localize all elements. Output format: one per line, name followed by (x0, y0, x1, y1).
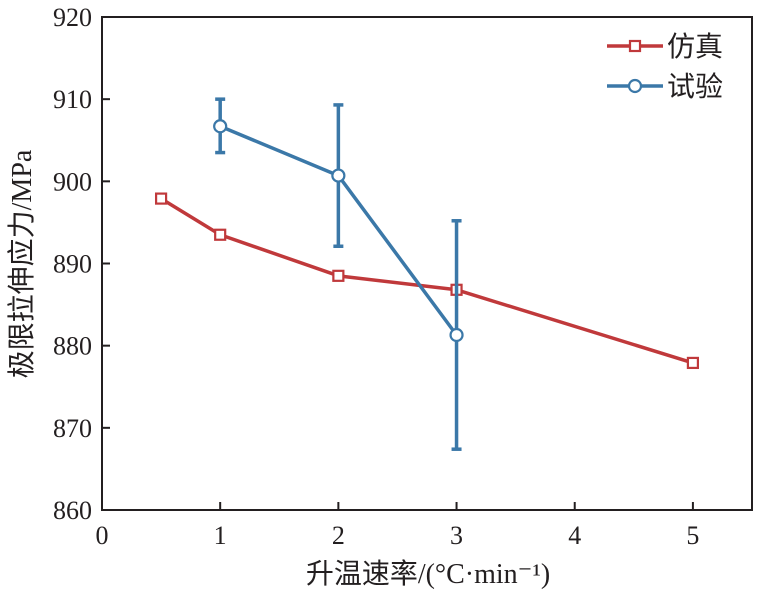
y-tick-label: 870 (53, 414, 92, 443)
legend-label: 试验 (667, 71, 723, 103)
x-tick-label: 0 (96, 521, 109, 550)
data-point (686, 356, 700, 370)
legend-item: 仿真 (607, 31, 723, 63)
y-tick-label: 860 (53, 496, 92, 525)
x-tick-label: 3 (450, 521, 463, 550)
x-axis-title: 升温速率/(°C·min⁻¹) (306, 558, 550, 590)
x-tick-label: 5 (686, 521, 699, 550)
data-point (154, 192, 168, 205)
series-1 (213, 97, 464, 451)
y-tick-label: 910 (53, 85, 92, 114)
series-line (160, 197, 694, 365)
plot-frame (101, 16, 753, 511)
y-tick-label: 900 (53, 167, 92, 196)
legend-marker (628, 39, 642, 53)
data-point (332, 269, 345, 282)
data-point (214, 228, 227, 241)
y-tick-label: 920 (53, 3, 92, 32)
x-tick-label: 1 (214, 521, 227, 550)
axes-layer: 0 1 2 3 4 5 860 870 880 890 900 910 920 (53, 3, 753, 550)
y-axis-title: 极限拉伸应力/MPa (6, 149, 38, 378)
series-layer (154, 97, 700, 451)
series-0 (154, 192, 700, 370)
legend-item: 试验 (607, 71, 723, 103)
data-point (449, 327, 464, 343)
y-tick-label: 880 (53, 332, 92, 361)
legend-marker (627, 78, 643, 94)
legend-label: 仿真 (667, 31, 723, 63)
data-point (331, 168, 346, 183)
y-tick-label: 890 (53, 250, 92, 279)
x-tick-label: 4 (568, 521, 581, 550)
data-point (213, 119, 228, 134)
x-tick-label: 2 (332, 521, 345, 550)
